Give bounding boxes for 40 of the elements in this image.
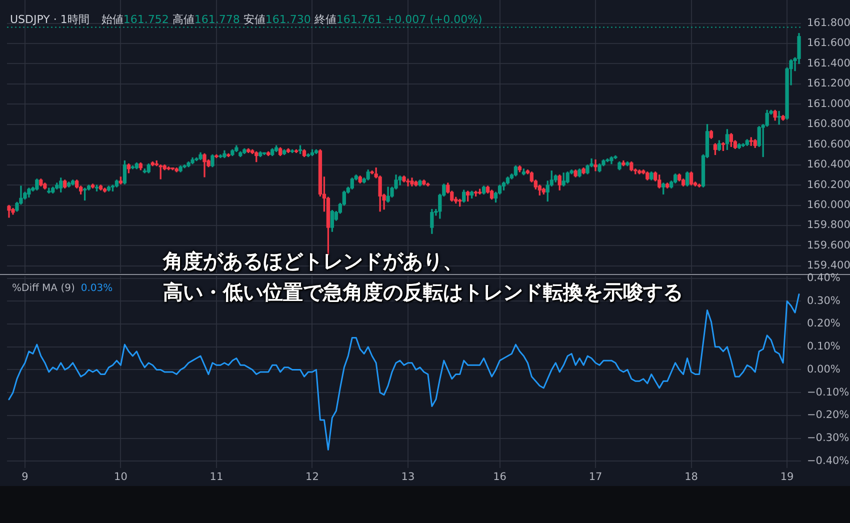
y-tick-label: 160.200	[807, 178, 850, 191]
y-tick-label: 161.600	[807, 37, 850, 50]
y-tick-label: 161.400	[807, 57, 850, 70]
candlestick	[406, 178, 410, 186]
annotation: 角度があるほどトレンドがあり、	[163, 248, 463, 274]
y-tick-label: 159.800	[807, 219, 850, 232]
text: 始値161.752 高値161.778 安値161.730 終値161.761 +0.007 (+0.00%)	[101, 13, 482, 26]
x-tick-label: 9	[22, 471, 28, 484]
candlestick	[594, 159, 598, 172]
y-tick-label: 0.00%	[807, 363, 840, 376]
x-tick-label: 17	[588, 471, 602, 484]
text: USDJPY · 1時間	[10, 13, 90, 26]
y-tick-label: 160.400	[807, 158, 850, 171]
y-tick-label: 159.600	[807, 239, 850, 252]
x-tick-label: 13	[401, 471, 415, 484]
y-tick-label: −0.40%	[807, 454, 850, 467]
y-tick-label: 0.40%	[807, 272, 840, 284]
x-tick-label: 16	[493, 471, 507, 484]
annotation: 高い・低い位置で急角度の反転はトレンド転換を示唆する	[163, 279, 683, 305]
x-tick-label: 10	[114, 471, 128, 484]
y-tick-label: 0.20%	[807, 318, 840, 330]
x-tick-label: 11	[210, 471, 224, 484]
y-tick-label: −0.30%	[807, 432, 850, 444]
y-tick-label: 0.30%	[807, 294, 840, 307]
x-tick-label: 18	[684, 471, 698, 484]
y-tick-label: 160.600	[807, 138, 850, 150]
y-tick-label: 161.000	[807, 98, 850, 110]
y-tick-label: 161.800	[807, 16, 850, 29]
y-tick-label: 160.800	[807, 118, 850, 130]
y-tick-label: 161.200	[807, 78, 850, 90]
y-tick-label: 159.400	[807, 260, 850, 272]
y-tick-label: −0.10%	[807, 386, 850, 398]
x-tick-label: 19	[780, 471, 794, 484]
text: %Diff MA (9)	[12, 283, 75, 294]
candlestick	[777, 110, 781, 125]
annotation: 0.03%	[80, 283, 113, 294]
y-tick-label: 160.000	[807, 198, 850, 211]
y-tick-label: −0.20%	[807, 409, 850, 422]
x-tick-label: 12	[306, 471, 319, 484]
y-tick-label: 0.10%	[807, 340, 840, 353]
